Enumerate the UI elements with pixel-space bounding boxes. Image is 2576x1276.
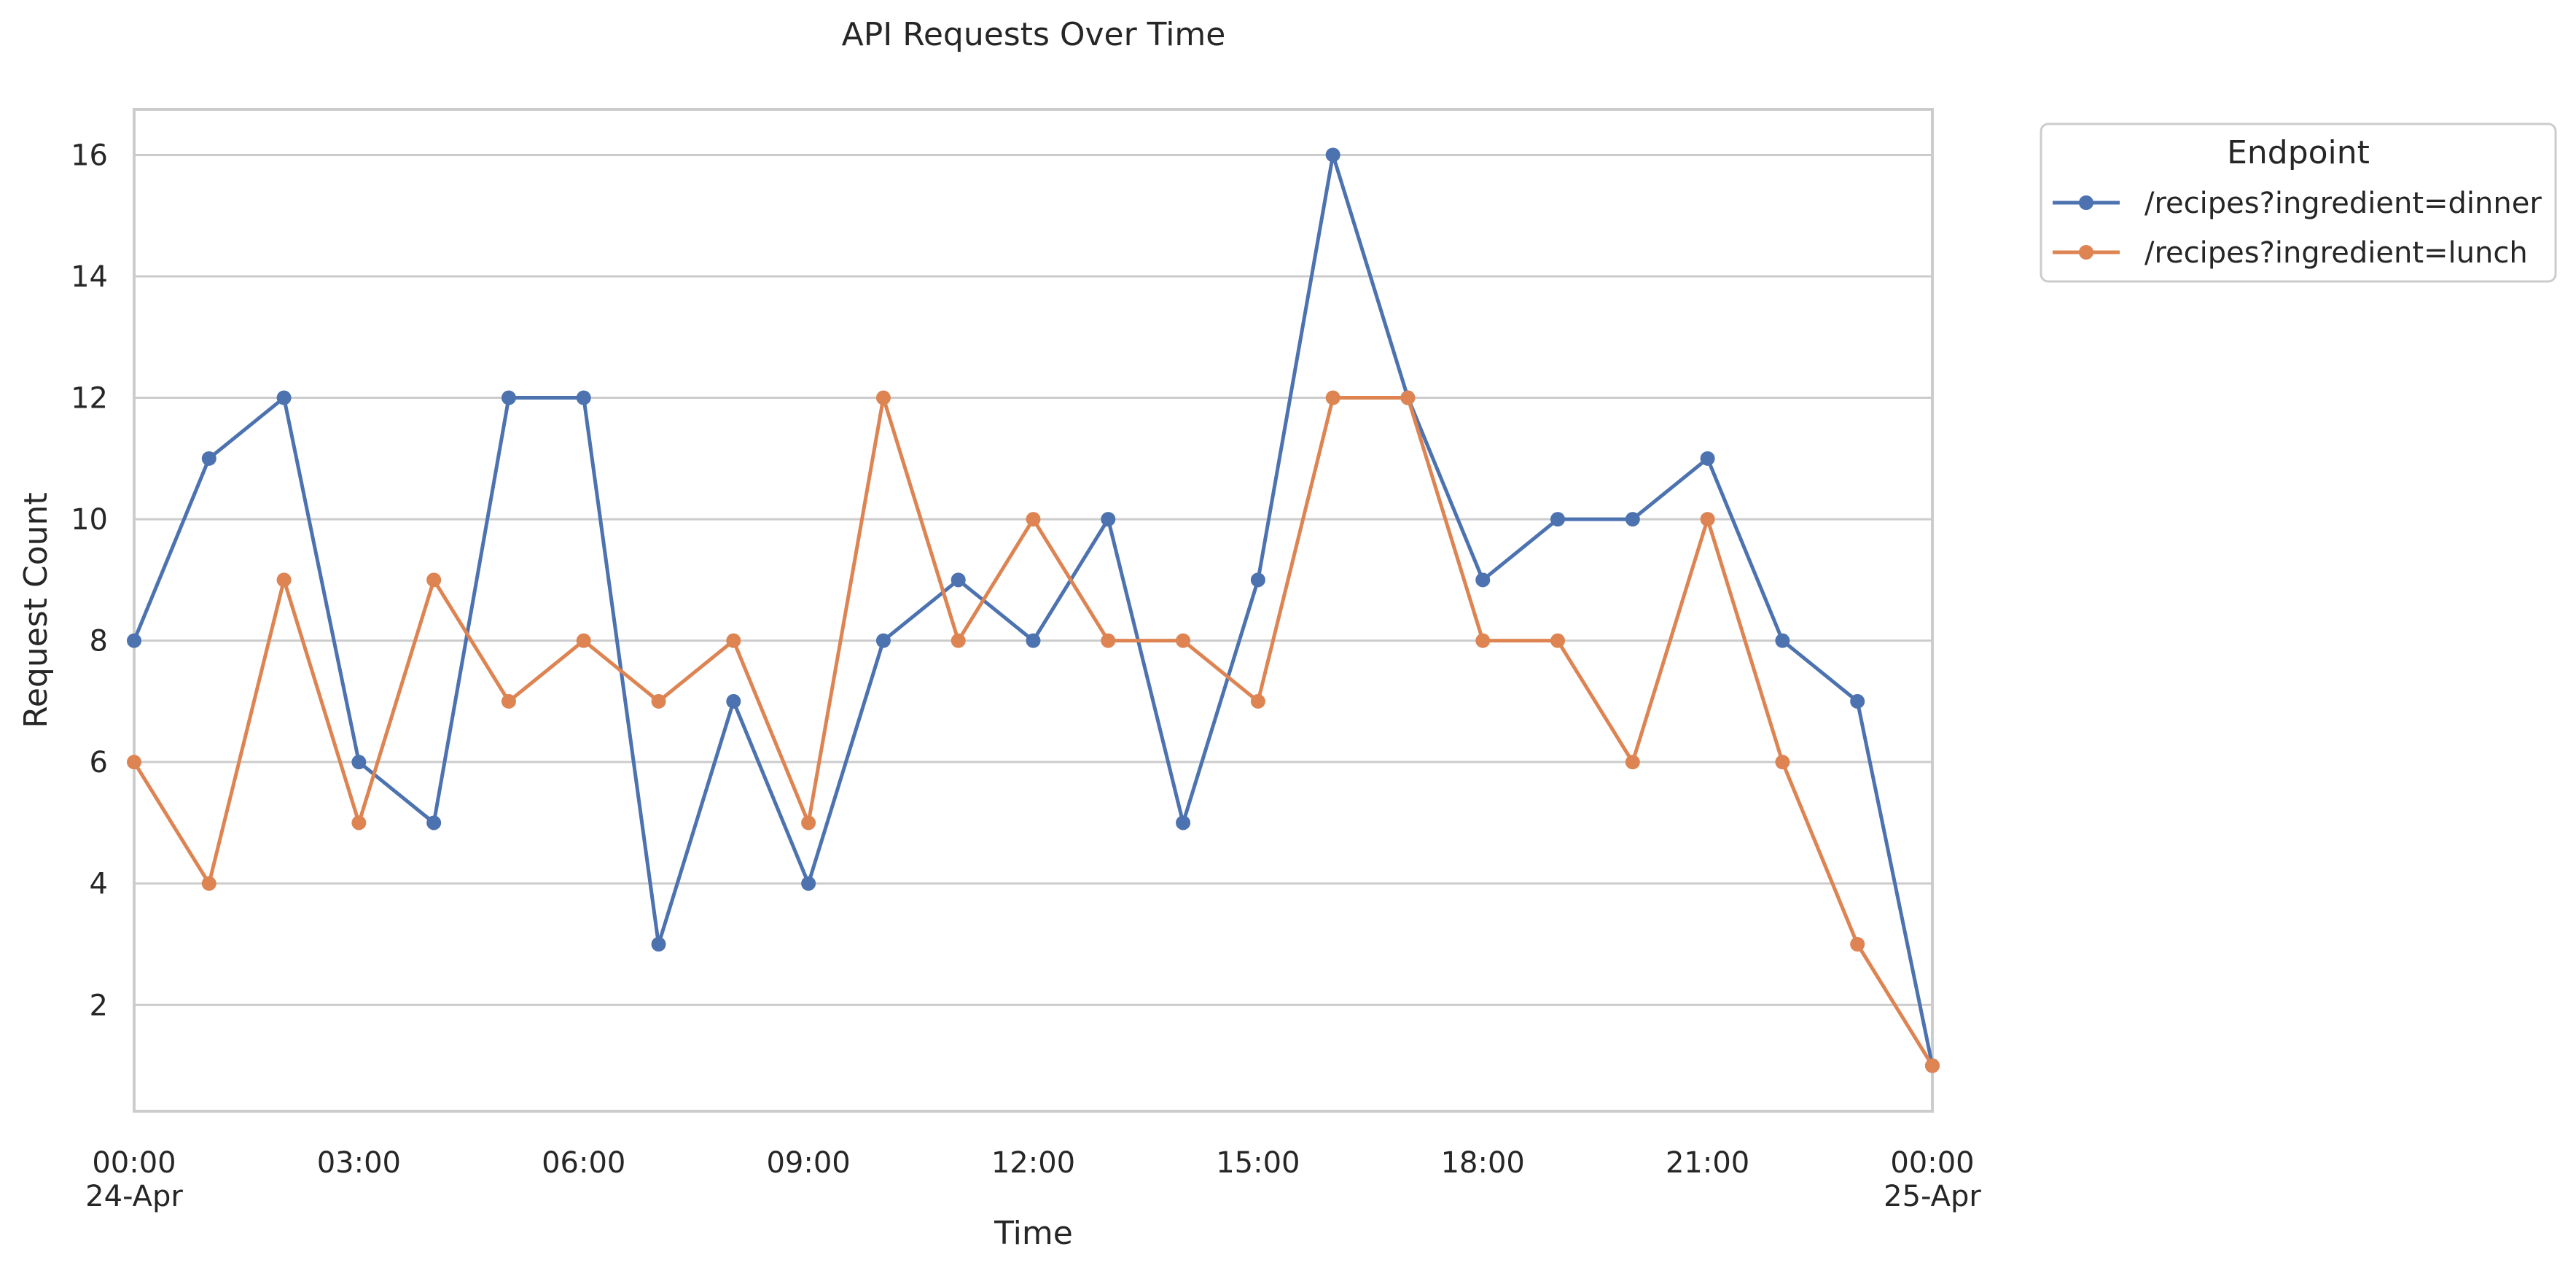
y-tick-label: 10 [71,503,108,537]
legend-label: /recipes?ingredient=dinner [2144,187,2542,220]
data-point [1176,633,1191,648]
data-point [501,390,516,405]
data-point [726,633,741,648]
x-tick-label: 15:00 [1216,1146,1300,1180]
data-point [1850,693,1865,709]
data-point [726,693,741,709]
data-point [1775,633,1790,648]
data-point [1550,633,1566,648]
data-point [201,451,216,466]
x-tick-label: 06:00 [542,1146,625,1180]
x-tick-label: 00:00 [92,1146,176,1180]
grid-layer [134,153,1932,1006]
data-point [1625,755,1640,770]
data-point [127,633,141,648]
data-point [1850,937,1865,952]
legend-label: /recipes?ingredient=lunch [2144,236,2528,270]
data-point [426,815,442,830]
chart-title: API Requests Over Time [842,16,1226,53]
series-0 [127,147,1940,1073]
x-tick-label: 00:00 [1890,1146,1974,1180]
data-point [1026,633,1041,648]
data-point [351,755,367,770]
legend-entries: /recipes?ingredient=dinner/recipes?ingre… [2053,187,2542,270]
data-point [1250,572,1265,588]
data-point [201,876,216,891]
data-point [1325,147,1340,163]
legend-swatch-marker [2079,245,2093,260]
legend-title: Endpoint [2227,134,2370,171]
series-line [132,153,1935,1067]
data-point [276,390,292,405]
data-point [951,633,966,648]
data-point [1325,390,1340,405]
data-point [1101,512,1116,527]
legend-entry: /recipes?ingredient=lunch [2053,236,2528,270]
data-point [426,572,442,588]
legend-swatch-marker [2079,195,2093,210]
data-point [951,572,966,588]
data-point [1250,693,1265,709]
legend: Endpoint /recipes?ingredient=dinner/reci… [2040,122,2557,283]
data-point [651,937,666,952]
y-tick-label: 8 [90,625,108,658]
data-point [576,633,591,648]
data-point [875,390,891,405]
legend-entry: /recipes?ingredient=dinner [2053,187,2542,220]
series-1 [127,390,1940,1073]
data-point [801,876,816,891]
data-point [1475,633,1491,648]
plot-frame [133,108,1934,1113]
data-point [1925,1058,1940,1073]
y-tick-label: 4 [90,868,108,901]
x-tick-label: 09:00 [766,1146,850,1180]
data-point [1176,815,1191,830]
data-point [1775,755,1790,770]
data-point [1700,512,1715,527]
data-point [127,755,141,770]
y-tick-label: 16 [71,139,108,172]
x-tick-label: 12:00 [991,1146,1075,1180]
y-tick-label: 2 [90,989,108,1022]
data-point [1625,512,1640,527]
x-axis-label: Time [994,1215,1073,1252]
x-tick-label: 03:00 [317,1146,401,1180]
y-tick-label: 6 [90,746,108,779]
legend-box [2040,122,2557,283]
data-point [501,693,516,709]
data-point [1101,633,1116,648]
data-point [276,572,292,588]
data-point [1026,512,1041,527]
data-point [1550,512,1566,527]
series-layer [127,147,1940,1073]
data-point [875,633,891,648]
data-point [1475,572,1491,588]
data-point [351,815,367,830]
data-point [1400,390,1416,405]
series-line [132,396,1935,1067]
x-tick-date-label: 24-Apr [85,1180,183,1213]
y-tick-label: 12 [71,382,108,416]
x-tick-date-label: 25-Apr [1884,1180,1981,1213]
data-point [1700,451,1715,466]
data-point [801,815,816,830]
x-tick-label: 18:00 [1441,1146,1525,1180]
data-point [576,390,591,405]
x-tick-label: 21:00 [1666,1146,1749,1180]
y-tick-label: 14 [71,260,108,294]
y-axis-ticks: 2 4 6 8 10 12 14 16 [71,139,108,1022]
y-axis-label: Request Count [17,492,55,728]
data-point [651,693,666,709]
